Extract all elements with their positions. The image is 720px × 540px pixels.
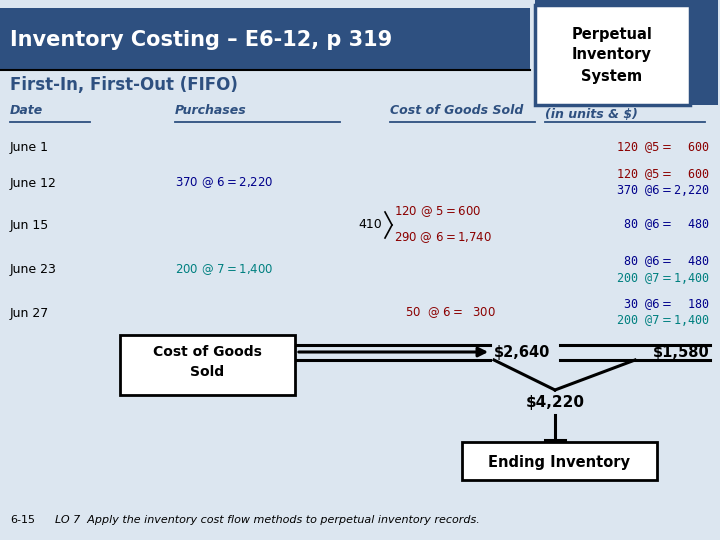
Text: Jun 27: Jun 27: [10, 307, 49, 320]
Text: Balance: Balance: [545, 97, 600, 110]
Text: 80 @$6 = $  480: 80 @$6 = $ 480: [624, 218, 710, 232]
Text: Purchases: Purchases: [175, 104, 247, 117]
Text: 120 @$5 = $  600: 120 @$5 = $ 600: [616, 167, 710, 183]
Text: (in units & $): (in units & $): [545, 109, 638, 122]
Bar: [535, 0, 718, 8]
Text: First-In, First-Out (FIFO): First-In, First-Out (FIFO): [10, 76, 238, 94]
Text: 30 @$6 = $  180: 30 @$6 = $ 180: [624, 298, 710, 313]
Text: 410: 410: [359, 219, 382, 232]
Text: $2,640: $2,640: [494, 345, 550, 360]
Text: Cost of Goods Sold: Cost of Goods Sold: [390, 104, 523, 117]
Text: 370 @$6 = $2,220: 370 @$6 = $2,220: [616, 184, 710, 199]
Text: 290 @ $6 = $1,740: 290 @ $6 = $1,740: [394, 231, 492, 246]
Text: LO 7  Apply the inventory cost flow methods to perpetual inventory records.: LO 7 Apply the inventory cost flow metho…: [55, 515, 480, 525]
FancyBboxPatch shape: [120, 335, 295, 395]
Bar: [0, 8, 530, 70]
Text: Ending Inventory: Ending Inventory: [488, 455, 630, 469]
Text: June 12: June 12: [10, 177, 57, 190]
Text: Perpetual
Inventory
System: Perpetual Inventory System: [572, 26, 652, 84]
Text: 120 @$5 = $  600: 120 @$5 = $ 600: [616, 140, 710, 156]
Text: 200 @$7 = $1,400: 200 @$7 = $1,400: [616, 314, 710, 328]
Text: 50  @ $6 = $  300: 50 @ $6 = $ 300: [405, 306, 496, 320]
Text: $1,580: $1,580: [653, 345, 710, 360]
Text: Jun 15: Jun 15: [10, 219, 49, 232]
FancyBboxPatch shape: [462, 442, 657, 480]
Text: 370 @ $6 = $2,220: 370 @ $6 = $2,220: [175, 176, 274, 191]
FancyBboxPatch shape: [535, 5, 690, 105]
Text: June 23: June 23: [10, 264, 57, 276]
Text: 120 @ $5 =   $600: 120 @ $5 = $600: [394, 205, 481, 219]
Text: 6-15: 6-15: [10, 515, 35, 525]
Bar: [690, 5, 718, 105]
Text: 80 @$6 = $  480: 80 @$6 = $ 480: [624, 254, 710, 269]
Text: $4,220: $4,220: [526, 395, 585, 410]
Text: 200 @ $7 = $1,400: 200 @ $7 = $1,400: [175, 262, 274, 278]
Text: Cost of Goods
Sold: Cost of Goods Sold: [153, 345, 261, 379]
Text: June 1: June 1: [10, 141, 49, 154]
Text: 200 @$7 = $1,400: 200 @$7 = $1,400: [616, 271, 710, 286]
Text: Date: Date: [10, 104, 43, 117]
Text: Inventory Costing – E6-12, p 319: Inventory Costing – E6-12, p 319: [10, 30, 392, 50]
